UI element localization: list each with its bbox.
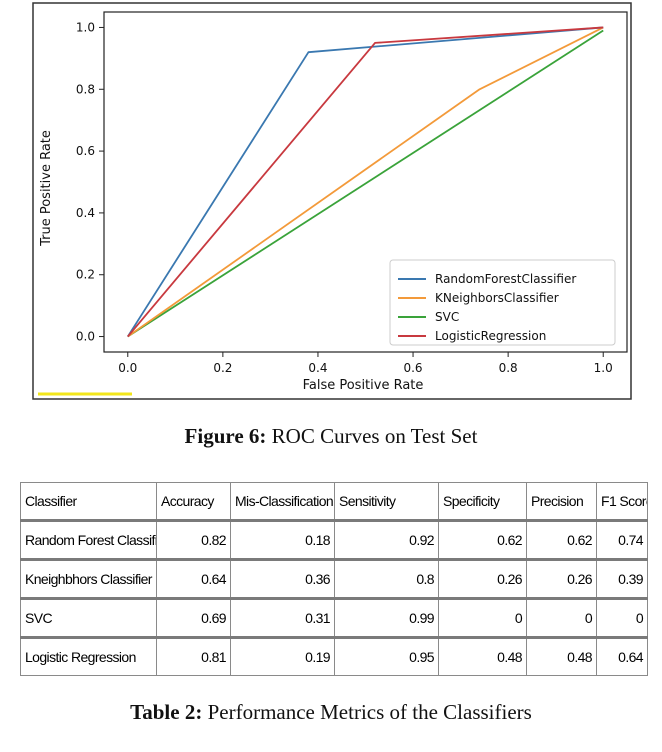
series-line-SVC bbox=[127, 29, 604, 338]
table-header: Mis-Classification bbox=[230, 482, 335, 522]
table-cell: 0.26 bbox=[526, 558, 597, 599]
figure-caption-text: ROC Curves on Test Set bbox=[271, 424, 478, 448]
table-cell: SVC bbox=[20, 597, 157, 638]
legend-label: KNeighborsClassifier bbox=[435, 291, 559, 305]
table-row: Kneighbhors Classifier 0.64 0.36 0.8 0.2… bbox=[20, 558, 648, 599]
table-row: Logistic Regression 0.81 0.19 0.95 0.48 … bbox=[20, 636, 648, 676]
table-cell: 0.48 bbox=[438, 636, 527, 676]
table-cell: 0.39 bbox=[596, 558, 648, 599]
table-cell: Random Forest Classifier bbox=[20, 520, 157, 560]
y-tick-label: 0.0 bbox=[76, 330, 95, 344]
roc-figure: 0.0 0.2 0.4 0.6 0.8 1.0 0.0 0.2 0.4 0.6 0.8 1.0 Fa… bbox=[32, 2, 632, 402]
table-cell: 0 bbox=[526, 597, 597, 638]
y-tick-label: 1.0 bbox=[76, 20, 95, 34]
y-tick-label: 0.6 bbox=[76, 144, 95, 158]
legend: RandomForestClassifier KNeighborsClassifi… bbox=[389, 259, 616, 346]
figure-label: Figure 6: bbox=[184, 424, 267, 448]
table-cell: 0.62 bbox=[438, 520, 527, 560]
series-lines bbox=[127, 26, 604, 338]
x-axis: 0.0 0.2 0.4 0.6 0.8 1.0 bbox=[118, 352, 613, 375]
table-header: F1 Score bbox=[596, 482, 648, 522]
series-line-LogisticRegression bbox=[127, 26, 604, 338]
table-header: Classifier bbox=[20, 482, 157, 522]
y-axis: 0.0 0.2 0.4 0.6 0.8 1.0 bbox=[76, 20, 104, 344]
series-line-KNeighborsClassifier bbox=[127, 26, 604, 338]
legend-label: LogisticRegression bbox=[435, 329, 546, 343]
figure-caption: Figure 6: ROC Curves on Test Set bbox=[0, 424, 662, 449]
table-row: SVC 0.69 0.31 0.99 0 0 0 bbox=[20, 597, 648, 638]
table-header-row: Classifier Accuracy Mis-Classification S… bbox=[20, 482, 648, 522]
series-line-RandomForestClassifier bbox=[127, 26, 604, 338]
x-tick-label: 0.0 bbox=[118, 361, 137, 375]
legend-label: SVC bbox=[435, 310, 459, 324]
table-caption: Table 2: Performance Metrics of the Clas… bbox=[0, 700, 662, 725]
x-tick-label: 0.8 bbox=[499, 361, 518, 375]
legend-label: RandomForestClassifier bbox=[435, 272, 576, 286]
table-cell: 0 bbox=[596, 597, 648, 638]
legend-box bbox=[389, 259, 616, 346]
x-tick-label: 1.0 bbox=[594, 361, 613, 375]
x-tick-label: 0.6 bbox=[403, 361, 422, 375]
table-cell: Kneighbhors Classifier bbox=[20, 558, 157, 599]
table-cell: 0 bbox=[438, 597, 527, 638]
table-cell: Logistic Regression bbox=[20, 636, 157, 676]
table-cell: 0.64 bbox=[596, 636, 648, 676]
table-cell: 0.95 bbox=[334, 636, 439, 676]
table-cell: 0.92 bbox=[334, 520, 439, 560]
table-cell: 0.74 bbox=[596, 520, 648, 560]
x-tick-label: 0.2 bbox=[213, 361, 232, 375]
x-tick-label: 0.4 bbox=[308, 361, 327, 375]
table-cell: 0.62 bbox=[526, 520, 597, 560]
y-axis-label: True Positive Rate bbox=[39, 130, 54, 247]
y-tick-label: 0.2 bbox=[76, 268, 95, 282]
table-cell: 0.18 bbox=[230, 520, 335, 560]
table-cell: 0.26 bbox=[438, 558, 527, 599]
table-caption-text: Performance Metrics of the Classifiers bbox=[207, 700, 532, 724]
table-label: Table 2: bbox=[130, 700, 203, 724]
table-cell: 0.99 bbox=[334, 597, 439, 638]
table-header: Sensitivity bbox=[334, 482, 439, 522]
y-tick-label: 0.8 bbox=[76, 82, 95, 96]
table-header: Specificity bbox=[438, 482, 527, 522]
table-header: Precision bbox=[526, 482, 597, 522]
table-cell: 0.82 bbox=[156, 520, 231, 560]
table-cell: 0.19 bbox=[230, 636, 335, 676]
table-header: Accuracy bbox=[156, 482, 231, 522]
roc-chart: 0.0 0.2 0.4 0.6 0.8 1.0 0.0 0.2 0.4 0.6 0.8 1.0 Fa… bbox=[32, 2, 632, 400]
table-cell: 0.36 bbox=[230, 558, 335, 599]
x-axis-label: False Positive Rate bbox=[303, 378, 424, 393]
table-cell: 0.8 bbox=[334, 558, 439, 599]
table-cell: 0.69 bbox=[156, 597, 231, 638]
table-row: Random Forest Classifier 0.82 0.18 0.92 … bbox=[20, 520, 648, 560]
metrics-table: Classifier Accuracy Mis-Classification S… bbox=[20, 482, 648, 676]
y-tick-label: 0.4 bbox=[76, 206, 95, 220]
table-cell: 0.31 bbox=[230, 597, 335, 638]
table-cell: 0.81 bbox=[156, 636, 231, 676]
table-cell: 0.64 bbox=[156, 558, 231, 599]
table-cell: 0.48 bbox=[526, 636, 597, 676]
